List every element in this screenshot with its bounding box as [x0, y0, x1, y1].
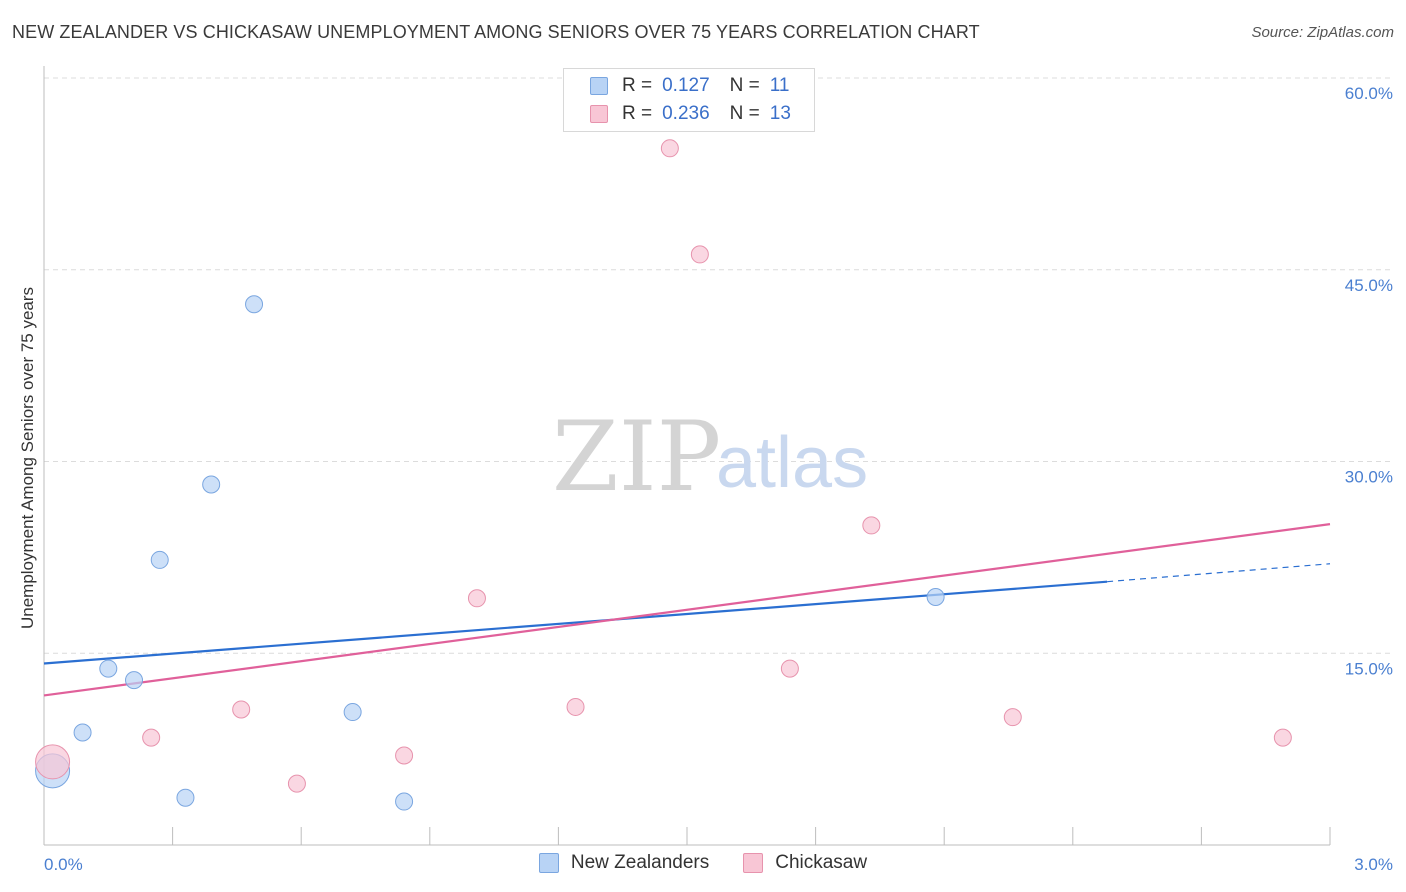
- y-tick-label: 60.0%: [1345, 84, 1393, 103]
- point-new-zealanders: [395, 792, 414, 811]
- legend-row-chickasaw: R = 0.236 N = 13: [590, 103, 791, 125]
- legend-label-new-zealanders: New Zealanders: [570, 852, 710, 873]
- point-chickasaw: [1273, 728, 1292, 747]
- legend-n-value: 11: [769, 75, 790, 96]
- pink-swatch-icon: [590, 105, 608, 123]
- point-chickasaw: [467, 589, 486, 608]
- point-chickasaw: [566, 697, 585, 716]
- legend-item-chickasaw[interactable]: Chickasaw: [743, 852, 867, 874]
- legend-n-label: N =: [729, 75, 760, 96]
- point-new-zealanders: [150, 550, 169, 569]
- point-new-zealanders: [926, 588, 945, 607]
- point-new-zealanders: [176, 788, 195, 807]
- point-new-zealanders: [73, 723, 92, 742]
- legend-item-new-zealanders[interactable]: New Zealanders: [538, 852, 710, 874]
- legend-r-label: R =: [622, 103, 653, 124]
- legend-r-value: 0.127: [662, 75, 710, 96]
- legend-label-chickasaw: Chickasaw: [775, 852, 868, 873]
- watermark-atlas: atlas: [716, 423, 868, 503]
- source-label: Source: ZipAtlas.com: [1251, 24, 1394, 41]
- point-chickasaw: [395, 746, 414, 765]
- blue-swatch-icon: [538, 853, 559, 873]
- point-new-zealanders: [202, 475, 221, 494]
- trend-layer: [43, 523, 1331, 697]
- correlation-legend: R = 0.127 N = 11 R = 0.236 N = 13: [563, 68, 815, 132]
- legend-n-value: 13: [769, 103, 791, 124]
- point-chickasaw: [1003, 708, 1022, 727]
- point-layer: [35, 139, 1292, 811]
- trend-line-chickasaw: [43, 523, 1331, 697]
- point-new-zealanders: [343, 703, 362, 722]
- legend-n-label: N =: [729, 103, 760, 124]
- point-chickasaw: [862, 516, 881, 535]
- y-tick-label: 30.0%: [1345, 468, 1393, 487]
- point-chickasaw: [690, 245, 709, 264]
- chart-title: NEW ZEALANDER VS CHICKASAW UNEMPLOYMENT …: [12, 22, 980, 42]
- y-tick-label: 45.0%: [1345, 276, 1393, 295]
- point-chickasaw: [287, 774, 306, 793]
- point-chickasaw: [232, 700, 251, 719]
- blue-swatch-icon: [590, 77, 608, 95]
- watermark: ZIP atlas: [552, 401, 868, 513]
- legend-r-value: 0.236: [662, 103, 710, 124]
- point-new-zealanders: [125, 671, 144, 690]
- watermark-zip: ZIP: [552, 401, 721, 513]
- x-tick-label: 3.0%: [1354, 855, 1393, 874]
- trend-line-new-zealanders-extension: [1107, 563, 1331, 583]
- point-new-zealanders: [245, 295, 264, 314]
- y-tick-label: 15.0%: [1345, 659, 1393, 678]
- point-new-zealanders: [99, 659, 118, 678]
- point-chickasaw: [35, 744, 71, 780]
- pink-swatch-icon: [743, 853, 764, 873]
- point-chickasaw: [660, 139, 679, 158]
- legend-r-label: R =: [622, 75, 653, 96]
- grid-layer: [44, 77, 1392, 654]
- x-tick-label: 0.0%: [44, 855, 83, 874]
- trend-line-new-zealanders: [43, 580, 1108, 665]
- tick-label-layer: 15.0% 30.0% 45.0% 60.0% 0.0% 3.0%: [44, 84, 1393, 874]
- series-legend: New Zealanders Chickasaw: [0, 852, 1406, 874]
- axis-layer: [43, 66, 1331, 846]
- point-chickasaw: [780, 659, 799, 678]
- point-chickasaw: [142, 728, 161, 747]
- legend-row-new-zealanders: R = 0.127 N = 11: [590, 75, 790, 97]
